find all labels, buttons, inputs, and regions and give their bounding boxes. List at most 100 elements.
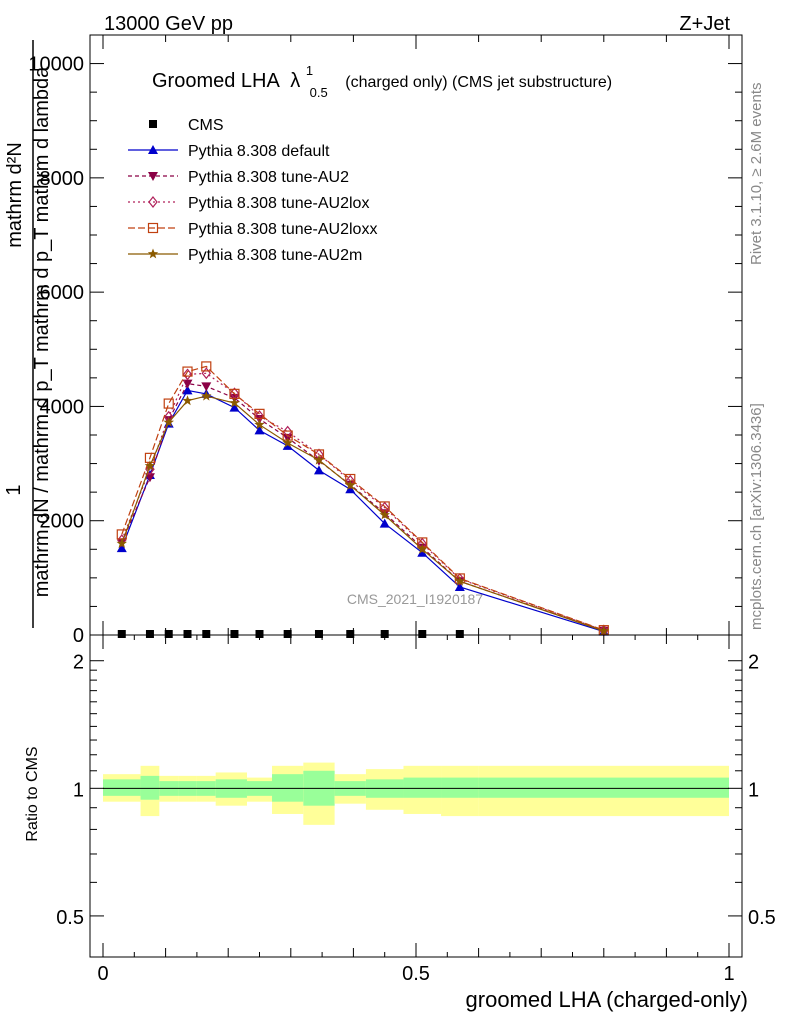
ylabel-numerator: mathrm d²N: [4, 142, 26, 248]
data-point: [229, 397, 240, 408]
ylabel-denominator: mathrm dN / mathrm d p_T mathrm d p_T ma…: [31, 66, 53, 597]
ratio-ticks: 0.5 0.5 1 1 2 2 0 0.5 1: [56, 635, 776, 985]
data-point: [116, 538, 127, 548]
series-line: [121, 365, 605, 631]
legend-marker: [149, 120, 157, 128]
main-y-tick-label: 4000: [40, 396, 85, 418]
data-point: [182, 368, 193, 381]
data-point: [230, 630, 239, 638]
legend-marker: [147, 248, 159, 259]
data-point: [229, 402, 240, 412]
ratio-band-inner: [441, 777, 479, 798]
data-point: [182, 379, 193, 389]
data-point: [313, 465, 324, 475]
main-y-ticks: 0 2000 4000 6000 8000 10000: [28, 35, 742, 647]
data-point: [254, 419, 265, 430]
data-point: [183, 630, 192, 638]
main-series-layer: [116, 361, 609, 638]
data-point: [182, 385, 193, 395]
data-point: [282, 425, 293, 438]
ratio-x-tick-label: 0: [97, 963, 108, 985]
title-main: Groomed LHA: [152, 70, 280, 92]
ratio-x-tick-label: 1: [723, 963, 734, 985]
data-point: [417, 543, 428, 554]
series-5: [116, 390, 609, 636]
legend-label: Pythia 8.308 tune-AU2loxx: [188, 221, 377, 238]
data-point: [201, 382, 212, 392]
data-point: [380, 630, 389, 638]
plot-title: Groomed LHA λ 1 0.5 (charged only) (CMS …: [152, 58, 612, 102]
data-point: [379, 509, 390, 520]
series-line: [121, 372, 605, 631]
data-point: [163, 398, 174, 409]
ratio-band-inner: [140, 775, 160, 800]
data-point: [455, 630, 464, 638]
ratio-y-tick-label: 2: [73, 652, 84, 674]
legend-label: Pythia 8.308 default: [188, 143, 330, 160]
data-point: [598, 625, 609, 636]
data-point: [145, 463, 155, 476]
legend-label: CMS: [188, 117, 224, 134]
main-y-tick-label: 10000: [28, 54, 84, 76]
watermark: CMS_2021_I1920187: [347, 591, 483, 607]
ratio-y-tick-label-right: 0.5: [748, 907, 776, 929]
data-point: [254, 425, 265, 435]
ylabel-one: 1: [3, 484, 25, 495]
data-point: [254, 408, 265, 419]
legend-label: Pythia 8.308 tune-AU2: [188, 169, 349, 186]
rivet-label: Rivet 3.1.10, ≥ 2.6M events: [748, 83, 765, 266]
data-point: [201, 390, 212, 401]
series-line: [121, 395, 604, 632]
legend-marker: [148, 145, 158, 154]
ratio-bands: [103, 762, 729, 825]
data-point: [144, 460, 156, 471]
header-right: Z+Jet: [679, 13, 730, 35]
legend-label: Pythia 8.308 tune-AU2m: [188, 247, 362, 264]
data-point: [201, 367, 212, 380]
data-point: [145, 630, 154, 638]
legend-marker: [147, 222, 159, 234]
data-point: [346, 630, 355, 638]
ratio-band-inner: [478, 777, 729, 798]
legend-label: Pythia 8.308 tune-AU2lox: [188, 195, 369, 212]
legend-marker: [148, 172, 158, 181]
data-point: [454, 575, 466, 586]
main-y-tick-label: 2000: [40, 511, 85, 533]
data-point: [282, 437, 293, 448]
data-point: [454, 582, 465, 591]
data-point: [379, 518, 390, 528]
data-point: [314, 630, 323, 638]
series-0: [117, 630, 464, 638]
data-point: [117, 630, 126, 638]
title-superscript: 1: [306, 63, 313, 78]
data-point: [182, 395, 193, 406]
xlabel: groomed LHA (charged-only): [466, 987, 748, 1012]
data-point: [345, 479, 356, 490]
data-point: [455, 573, 465, 585]
ratio-band-inner: [103, 779, 141, 796]
data-point: [163, 416, 174, 427]
ylabel-ratio: Ratio to CMS: [24, 746, 41, 841]
data-point: [202, 630, 211, 638]
header-left: 13000 GeV pp: [104, 13, 233, 35]
main-y-tick-label: 0: [73, 625, 84, 647]
data-point: [144, 473, 155, 483]
data-point: [201, 361, 212, 372]
ratio-y-tick-label: 1: [73, 779, 84, 801]
data-point: [116, 543, 127, 553]
title-symbol: λ: [290, 70, 300, 92]
ratio-y-tick-label-right: 2: [748, 652, 759, 674]
title-suffix: (charged only) (CMS jet substructure): [345, 74, 612, 91]
data-point: [418, 630, 427, 638]
mcplots-label: mcplots.cern.ch [arXiv:1306.3436]: [748, 403, 765, 630]
data-point: [282, 440, 293, 450]
data-point: [283, 630, 292, 638]
ratio-y-tick-label-right: 1: [748, 779, 759, 801]
main-y-tick-label: 8000: [40, 168, 85, 190]
data-point: [164, 630, 173, 638]
data-point: [255, 630, 264, 638]
title-subscript: 0.5: [310, 85, 328, 100]
legend-marker: [148, 196, 158, 208]
main-y-tick-label: 6000: [40, 282, 85, 304]
